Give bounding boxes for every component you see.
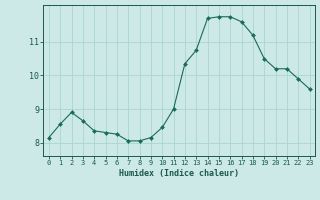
X-axis label: Humidex (Indice chaleur): Humidex (Indice chaleur) [119, 169, 239, 178]
